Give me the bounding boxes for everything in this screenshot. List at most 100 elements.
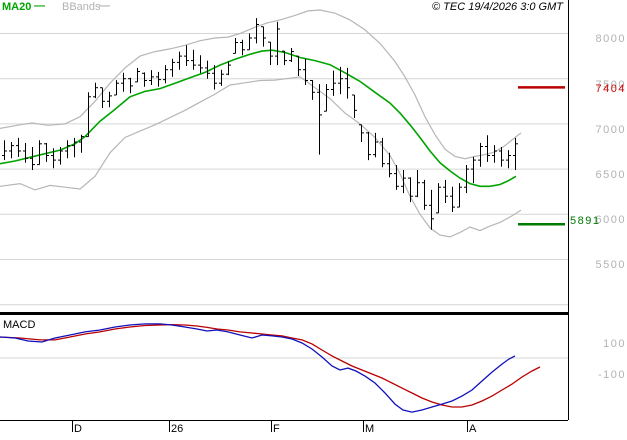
macd-signal-line — [0, 323, 541, 408]
ohlc-bar — [387, 152, 392, 178]
panel-divider — [0, 312, 568, 315]
bollinger-lower-band — [0, 76, 522, 238]
ohlc-bar — [121, 72, 126, 92]
ohlc-bar — [72, 137, 77, 158]
ohlc-bar — [191, 49, 196, 70]
x-tick-december: D — [74, 423, 82, 435]
ohlc-bar — [86, 92, 91, 138]
x-axis-ticks — [72, 420, 468, 432]
ohlc-bar — [93, 82, 98, 99]
ohlc-bar — [198, 55, 203, 74]
price-tick-7000: 7000 — [595, 124, 626, 136]
ohlc-bar — [317, 84, 322, 155]
ohlc-bar — [485, 135, 490, 162]
x-tick-april: A — [469, 423, 477, 435]
ohlc-bar — [345, 67, 350, 99]
bbands-line-sample: — — [99, 0, 110, 12]
ohlc-bar — [79, 134, 84, 153]
legend-bbands-label: BBands — [62, 1, 101, 13]
ohlc-bar — [156, 71, 161, 87]
ohlc-bar — [443, 179, 448, 203]
ohlc-bar — [44, 142, 49, 162]
ohlc-bar — [233, 38, 238, 54]
price-tick-6500: 6500 — [595, 169, 626, 181]
ohlc-bar — [296, 55, 301, 76]
ohlc-bar — [422, 179, 427, 210]
ohlc-bar — [100, 87, 105, 109]
macd-tick-100: 100 — [603, 338, 626, 350]
support-level-label: 5891 — [570, 215, 601, 227]
ohlc-bar — [492, 145, 497, 163]
ohlc-bar — [149, 70, 154, 85]
price-tick-8000: 8000 — [595, 33, 626, 45]
ohlc-bar — [436, 183, 441, 214]
ohlc-bar — [261, 26, 266, 47]
x-tick-year-26: 26 — [171, 423, 184, 435]
ohlc-bar — [30, 147, 35, 170]
ohlc-bar — [58, 147, 63, 165]
ohlc-bar — [373, 132, 378, 158]
copyright-timestamp: © TEC 19/4/2026 3:0 GMT — [432, 1, 563, 13]
price-gridlines — [0, 33, 568, 306]
ohlc-bar — [499, 147, 504, 167]
resistance-level-label: 7404 — [595, 83, 626, 95]
ohlc-bar — [135, 67, 140, 83]
ohlc-bar — [226, 61, 231, 76]
ohlc-bar — [324, 84, 329, 112]
ohlc-bar — [464, 165, 469, 194]
x-tick-march: M — [365, 423, 375, 435]
ohlc-bar — [205, 60, 210, 79]
ohlc-bar — [478, 142, 483, 167]
ma20-line-sample: — — [34, 0, 45, 12]
ohlc-bar — [450, 186, 455, 212]
ohlc-bar — [408, 177, 413, 203]
ohlc-bar — [380, 137, 385, 168]
ohlc-bar — [184, 45, 189, 66]
ohlc-bar — [170, 58, 175, 77]
price-tick-7500: 7500 — [595, 79, 626, 91]
ohlc-bar — [457, 183, 462, 208]
price-tick-5500: 5500 — [595, 259, 626, 271]
ohlc-bar — [37, 140, 42, 166]
ohlc-bar — [2, 140, 7, 161]
ohlc-bar — [23, 142, 28, 163]
ohlc-bar — [415, 170, 420, 198]
ohlc-bar-series — [2, 18, 518, 230]
ohlc-bar — [114, 80, 119, 96]
ohlc-bar — [429, 189, 434, 230]
ohlc-bar — [513, 137, 518, 170]
bollinger-upper-band — [0, 9, 522, 160]
ohlc-bar — [401, 170, 406, 194]
ohlc-bar — [128, 77, 133, 94]
legend-ma20-label: MA20 — [2, 1, 32, 13]
ohlc-bar — [51, 148, 56, 169]
ohlc-bar — [506, 150, 511, 169]
ohlc-bar — [9, 142, 14, 159]
ohlc-bar — [471, 156, 476, 184]
macd-panel-title: MACD — [3, 319, 36, 331]
ohlc-bar — [107, 91, 112, 108]
macd-line — [0, 323, 516, 413]
price-tick-6000: 6000 — [595, 214, 626, 226]
ohlc-bar — [254, 18, 259, 44]
ohlc-bar — [65, 140, 70, 159]
macd-tick-neg-100: -100 — [597, 369, 626, 381]
ohlc-bar — [338, 66, 343, 95]
ohlc-bar — [289, 48, 294, 62]
x-tick-february: F — [273, 423, 280, 435]
ohlc-bar — [240, 39, 245, 56]
ohlc-bar — [163, 65, 168, 84]
ohlc-bar — [219, 69, 224, 86]
ohlc-bar — [366, 132, 371, 161]
ohlc-bar — [275, 21, 280, 66]
ohlc-bar — [331, 70, 336, 96]
ohlc-bar — [303, 58, 308, 85]
ohlc-bar — [359, 124, 364, 142]
ohlc-bar — [247, 33, 252, 51]
ohlc-bar — [282, 50, 287, 66]
ohlc-bar — [142, 72, 147, 87]
ohlc-bar — [310, 80, 315, 100]
ohlc-bar — [212, 65, 217, 90]
